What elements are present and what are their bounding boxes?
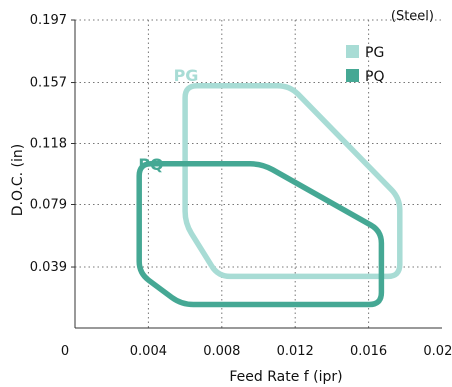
legend-label-pg: PG: [365, 45, 384, 61]
series-label-pq: PQ: [138, 155, 163, 174]
y-tick-label: 0.118: [30, 137, 67, 152]
series-label-pg: PG: [174, 66, 199, 85]
y-tick-label: 0.197: [30, 13, 67, 28]
x-tick-label: 0.016: [350, 344, 387, 359]
x-axis-label: Feed Rate f (ipr): [229, 369, 342, 385]
y-tick-label: 0.079: [30, 197, 67, 212]
x-tick-label: 0.008: [203, 344, 240, 359]
chart-note: (Steel): [391, 9, 434, 24]
axes: [74, 20, 442, 329]
series-outline-pg: [182, 82, 403, 280]
series-layer: [136, 82, 403, 308]
series-outline-pq: [136, 161, 385, 308]
x-tick-label: 0: [61, 344, 69, 359]
legend-label-pq: PQ: [365, 69, 384, 85]
x-tick-label: 0.020: [423, 344, 452, 359]
legend-swatch-pq: [346, 69, 359, 82]
legend: PG PQ: [346, 45, 384, 85]
x-tick-label: 0.012: [277, 344, 314, 359]
y-tick-label: 0.157: [30, 76, 67, 91]
grid-lines: [75, 19, 442, 328]
legend-swatch-pg: [346, 45, 359, 58]
tick-labels: 0.039 0.079 0.118 0.157 0.197 0 0.004 0.008 0.01…: [30, 13, 452, 359]
y-axis-label: D.O.C. (in): [10, 144, 26, 217]
y-tick-label: 0.039: [30, 260, 67, 275]
x-tick-label: 0.004: [130, 344, 167, 359]
